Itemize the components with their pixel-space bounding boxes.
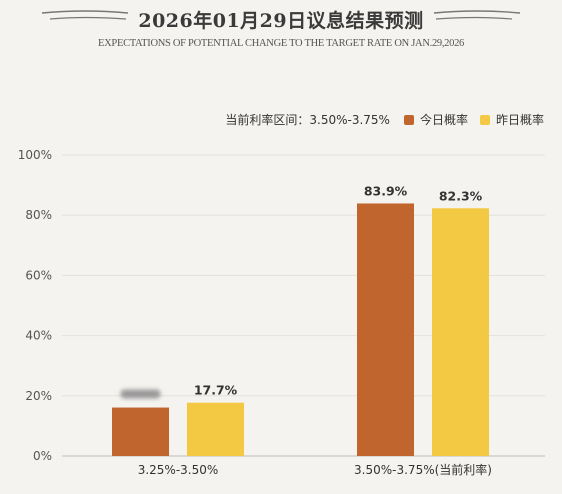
bar-yesterday [432, 208, 489, 456]
y-tick-label: 20% [25, 389, 52, 403]
x-category-label: 3.50%-3.75%(当前利率) [354, 462, 492, 477]
y-tick-label: 40% [25, 329, 52, 343]
chart-subtitle: EXPECTATIONS OF POTENTIAL CHANGE TO THE … [98, 38, 464, 49]
legend-swatch-yesterday [479, 114, 490, 125]
legend: 当前利率区间：3.50%-3.75% 今日概率 昨日概率 [225, 111, 544, 128]
legend-label-today: 今日概率 [419, 113, 468, 127]
data-label: 82.3% [439, 188, 483, 203]
y-tick-label: 0% [33, 449, 52, 463]
bar-today [357, 203, 414, 456]
legend-item-today: 今日概率 [403, 111, 468, 128]
y-tick-label: 100% [18, 148, 52, 162]
obscured-label [120, 389, 161, 399]
y-tick-label: 80% [25, 208, 52, 222]
legend-swatch-today [403, 114, 414, 125]
data-label: 17.7% [194, 383, 238, 398]
x-category-label: 3.25%-3.50% [138, 463, 219, 477]
title-decoration-left [41, 10, 129, 20]
title-decoration-right [433, 10, 521, 20]
y-tick-label: 60% [25, 268, 52, 282]
data-label: 83.9% [364, 183, 408, 198]
current-rate-label: 当前利率区间：3.50%-3.75% [225, 113, 390, 127]
chart-title: 2026年01月29日议息结果预测 [138, 10, 424, 32]
bar-today [112, 407, 169, 456]
bar-yesterday [187, 402, 244, 456]
legend-item-yesterday: 昨日概率 [479, 111, 544, 128]
legend-label-yesterday: 昨日概率 [495, 113, 544, 127]
